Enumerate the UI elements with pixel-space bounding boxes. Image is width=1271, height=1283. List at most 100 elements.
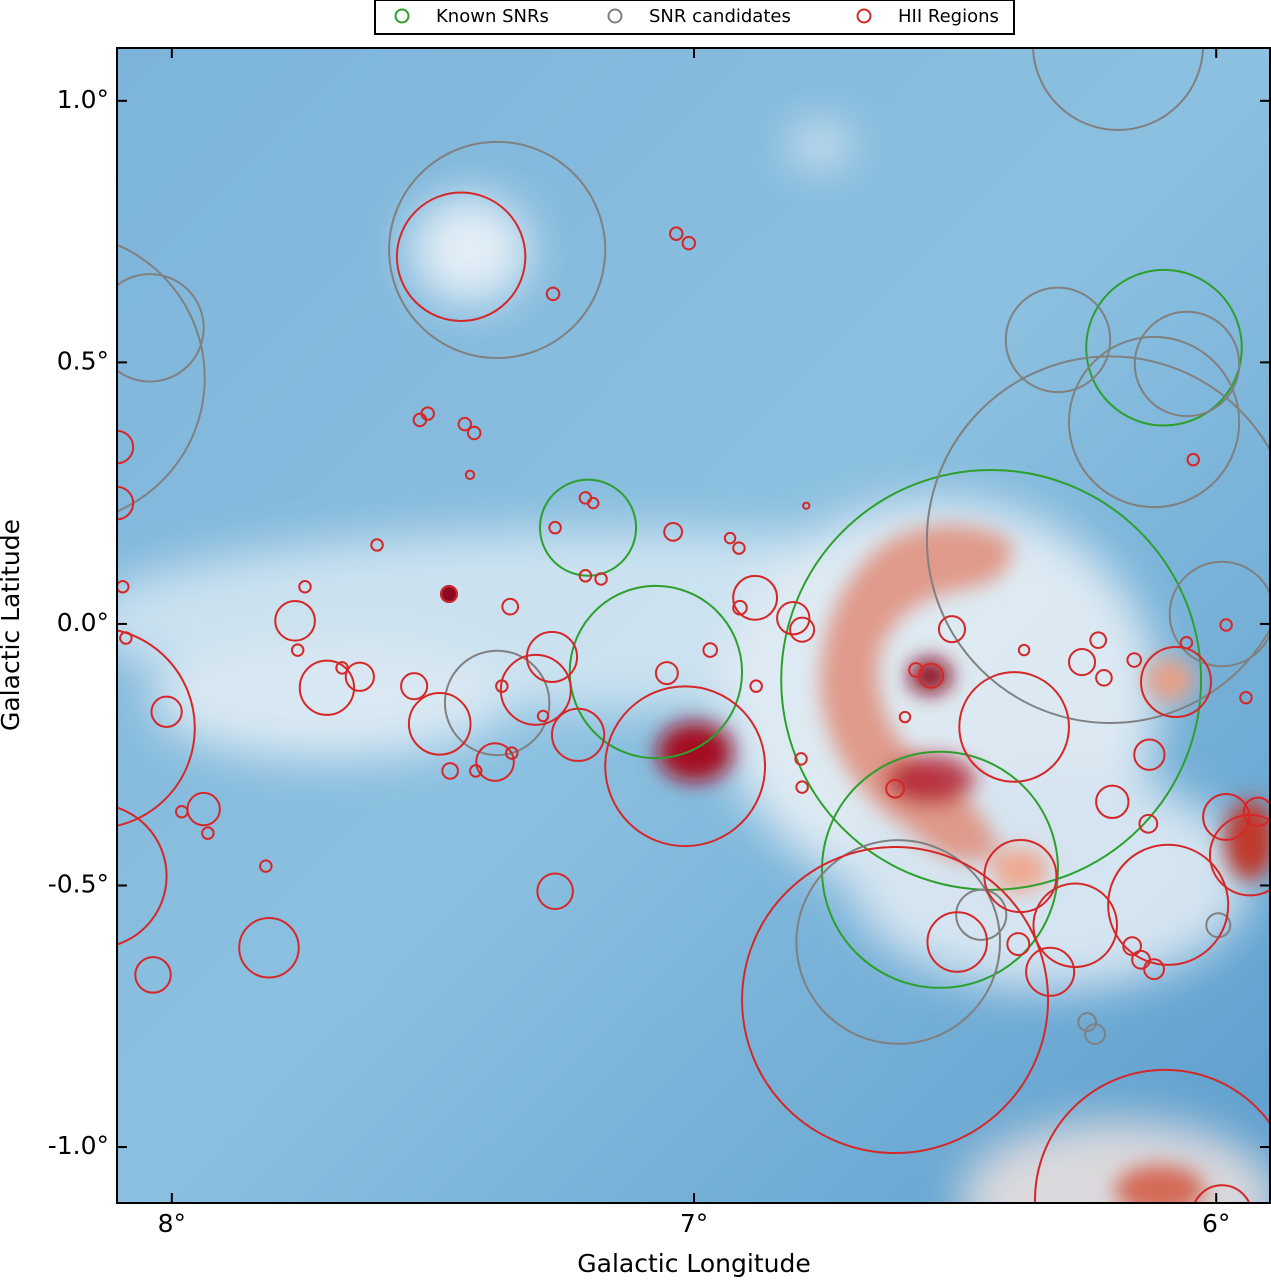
y-tick-label: -1.0°: [48, 1131, 109, 1160]
region-circle: [795, 780, 809, 794]
legend-label: Known SNRs: [436, 6, 549, 27]
x-tick-label: 7°: [680, 1209, 708, 1238]
region-circle: [274, 599, 316, 642]
region-circle: [238, 916, 300, 979]
y-tick-label: -0.5°: [48, 869, 109, 898]
region-circle: [1126, 652, 1143, 668]
region-circle: [548, 520, 562, 535]
region-circle: [732, 599, 748, 616]
region-circle: [466, 425, 482, 441]
region-circle: [1122, 936, 1143, 957]
region-circle: [1168, 560, 1270, 668]
region-circle: [1242, 796, 1270, 827]
region-circle: [1186, 452, 1200, 467]
region-circle: [1004, 286, 1112, 394]
region-circle: [495, 679, 509, 693]
region-circle: [441, 762, 459, 780]
region-circle: [1095, 784, 1130, 819]
region-circle: [776, 600, 811, 636]
region-circle: [587, 496, 600, 510]
region-circle: [150, 695, 183, 728]
legend-label: HII Regions: [898, 6, 999, 27]
region-circle: [1034, 1068, 1270, 1203]
region-circle: [1017, 643, 1031, 657]
region-circle: [395, 191, 527, 322]
region-circle: [420, 406, 435, 421]
region-circle: [898, 710, 912, 724]
region-circle: [536, 709, 550, 723]
region-circle: [117, 806, 168, 946]
region-circle: [1219, 618, 1233, 632]
region-circle: [1067, 335, 1241, 509]
region-circle: [908, 662, 924, 678]
region-circle: [594, 572, 608, 586]
y-axis-label: Galactic Latitude: [0, 519, 25, 731]
region-circle: [440, 585, 458, 603]
legend-marker: [394, 8, 410, 24]
region-circle: [1032, 48, 1205, 131]
region-circle: [298, 659, 356, 716]
region-circle: [604, 685, 767, 848]
region-circle: [388, 140, 607, 360]
region-circle: [1025, 946, 1076, 997]
region-circle: [134, 956, 172, 994]
region-circle: [568, 584, 744, 760]
legend-marker: [607, 8, 623, 24]
region-circle: [983, 839, 1058, 914]
region-circle: [117, 273, 205, 383]
region-circle: [1131, 949, 1151, 970]
region-circle: [335, 661, 349, 675]
region-circle: [1006, 932, 1031, 957]
legend-label: SNR candidates: [649, 6, 791, 27]
region-circle: [1107, 843, 1230, 966]
y-tick-label: 0.0°: [57, 608, 109, 637]
region-circle: [298, 580, 312, 594]
region-circle: [117, 243, 206, 513]
region-circle: [789, 616, 816, 643]
region-circle: [1067, 648, 1097, 677]
region-circle: [1239, 690, 1253, 705]
region-circle: [505, 746, 519, 760]
legend-marker: [856, 8, 872, 24]
region-circle: [443, 649, 551, 757]
region-circle: [538, 478, 638, 577]
region-circle: [1140, 646, 1212, 718]
region-circle: [344, 661, 375, 692]
region-circle: [1138, 813, 1159, 834]
region-circle: [741, 846, 1050, 1155]
region-circle: [457, 416, 473, 432]
region-circle: [475, 742, 515, 782]
region-circle: [681, 235, 697, 251]
region-circle: [1077, 1012, 1098, 1032]
region-circle: [1208, 813, 1270, 897]
region-circle: [290, 643, 305, 657]
region-circle: [702, 642, 718, 658]
region-circle: [536, 872, 574, 910]
region-circle: [501, 597, 520, 616]
region-circle: [820, 750, 1059, 989]
region-circle: [1143, 958, 1165, 981]
region-circle: [407, 692, 472, 756]
region-circle: [802, 501, 811, 510]
region-circle: [780, 468, 1203, 891]
region-circle: [578, 569, 593, 583]
region-circle: [723, 531, 737, 545]
region-circle: [1133, 738, 1166, 771]
region-circle: [201, 826, 215, 840]
region-circle: [1179, 636, 1194, 650]
region-circle: [732, 574, 779, 621]
region-circle: [732, 541, 746, 555]
region-circle: [469, 764, 483, 778]
region-circle: [1032, 882, 1118, 969]
region-circle: [1085, 268, 1243, 427]
region-circle: [117, 580, 130, 594]
region-circle: [499, 653, 572, 726]
region-circle: [1095, 668, 1113, 687]
region-circle: [925, 355, 1270, 724]
region-circle: [117, 629, 196, 827]
region-circle: [550, 707, 606, 762]
region-circle: [663, 521, 684, 542]
region-circle: [1084, 1023, 1106, 1045]
